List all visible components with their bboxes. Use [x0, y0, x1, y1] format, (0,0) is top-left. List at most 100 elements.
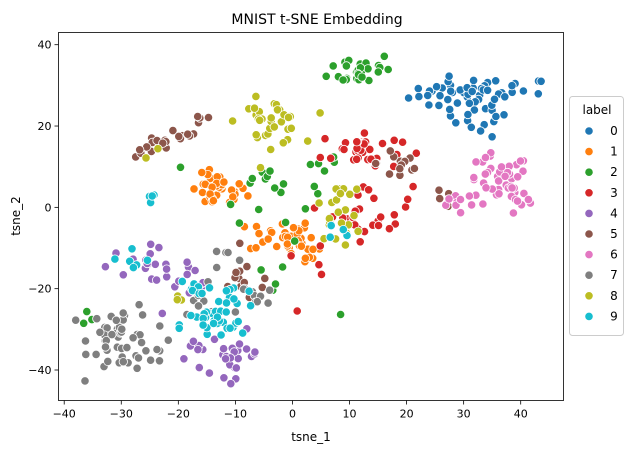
data-point — [256, 265, 266, 275]
data-point — [197, 167, 207, 178]
data-point — [263, 298, 273, 308]
data-point — [150, 259, 160, 269]
data-point — [118, 270, 128, 280]
data-point — [515, 156, 526, 166]
data-point — [138, 310, 148, 320]
data-point — [338, 225, 348, 235]
data-point — [255, 163, 266, 173]
data-point — [251, 243, 261, 253]
series-7 — [71, 246, 275, 386]
data-point — [246, 301, 256, 311]
data-point — [389, 135, 399, 145]
data-point — [223, 247, 233, 258]
data-point — [434, 100, 444, 111]
data-point — [464, 191, 474, 201]
data-point — [193, 111, 203, 122]
data-point — [452, 98, 462, 108]
data-point — [446, 86, 456, 96]
data-point — [373, 67, 383, 77]
data-point — [174, 323, 184, 333]
y-axis: −40 −20 0 20 40 — [28, 39, 59, 377]
data-point — [333, 207, 343, 217]
data-point — [266, 113, 276, 123]
data-point — [451, 118, 461, 128]
data-point — [306, 233, 316, 243]
data-point — [321, 71, 331, 81]
data-point — [339, 144, 349, 155]
data-point — [212, 262, 222, 273]
y-axis-label: tsne_2 — [9, 196, 23, 236]
data-point — [254, 204, 264, 215]
legend: label 0 1 2 3 4 5 6 7 8 9 — [569, 96, 624, 336]
data-point — [403, 93, 414, 103]
data-point — [141, 153, 151, 163]
data-point — [193, 301, 204, 311]
data-point — [225, 323, 235, 333]
y-tick-label: −20 — [28, 283, 51, 296]
data-point — [280, 217, 291, 227]
legend-label: 8 — [610, 289, 618, 303]
data-point — [491, 111, 501, 122]
data-point — [182, 257, 192, 267]
series-1 — [189, 165, 324, 267]
data-point — [464, 98, 474, 108]
data-point — [80, 336, 91, 346]
data-point — [290, 236, 300, 246]
data-point — [478, 199, 488, 209]
data-point — [234, 339, 245, 349]
data-point — [314, 260, 324, 270]
data-point — [480, 153, 491, 163]
data-point — [309, 181, 319, 191]
data-point — [154, 243, 164, 253]
data-point — [147, 191, 157, 201]
data-point — [168, 126, 178, 136]
data-point — [226, 379, 236, 389]
x-tick-label: −30 — [110, 408, 133, 421]
data-point — [137, 337, 147, 348]
data-point — [122, 342, 132, 353]
data-point — [523, 195, 534, 205]
data-point — [434, 185, 444, 195]
data-point — [384, 224, 394, 234]
data-point — [507, 81, 517, 91]
data-point — [308, 244, 318, 254]
data-point — [272, 105, 283, 115]
data-point — [328, 61, 338, 71]
data-point — [519, 188, 529, 198]
data-point — [244, 286, 254, 296]
data-point — [471, 157, 481, 167]
data-point — [397, 137, 408, 147]
data-point — [489, 94, 500, 104]
data-point — [507, 183, 517, 193]
data-point — [100, 342, 111, 352]
legend-marker — [584, 311, 594, 321]
data-point — [365, 144, 375, 154]
data-point — [229, 294, 239, 304]
x-tick-label: −20 — [167, 408, 190, 421]
legend-item-7: 7 — [584, 268, 618, 282]
data-point — [512, 196, 523, 206]
data-point — [152, 344, 162, 355]
data-point — [349, 211, 359, 221]
data-point — [141, 346, 151, 356]
data-point — [194, 362, 204, 373]
data-point — [177, 276, 187, 286]
data-point — [221, 354, 231, 364]
data-point — [172, 295, 182, 305]
legend-label: 5 — [610, 227, 618, 241]
data-point — [153, 144, 163, 154]
data-point — [197, 187, 208, 198]
data-point — [480, 169, 490, 179]
data-point — [359, 128, 369, 138]
data-point — [197, 288, 207, 298]
data-point — [266, 144, 276, 155]
data-point — [152, 275, 162, 285]
data-point — [228, 192, 238, 202]
data-point — [219, 177, 229, 187]
data-point — [233, 316, 243, 327]
data-point — [315, 152, 325, 163]
data-point — [445, 104, 455, 115]
plot-area — [71, 51, 546, 389]
data-point — [157, 308, 167, 318]
legend-marker — [584, 208, 594, 218]
